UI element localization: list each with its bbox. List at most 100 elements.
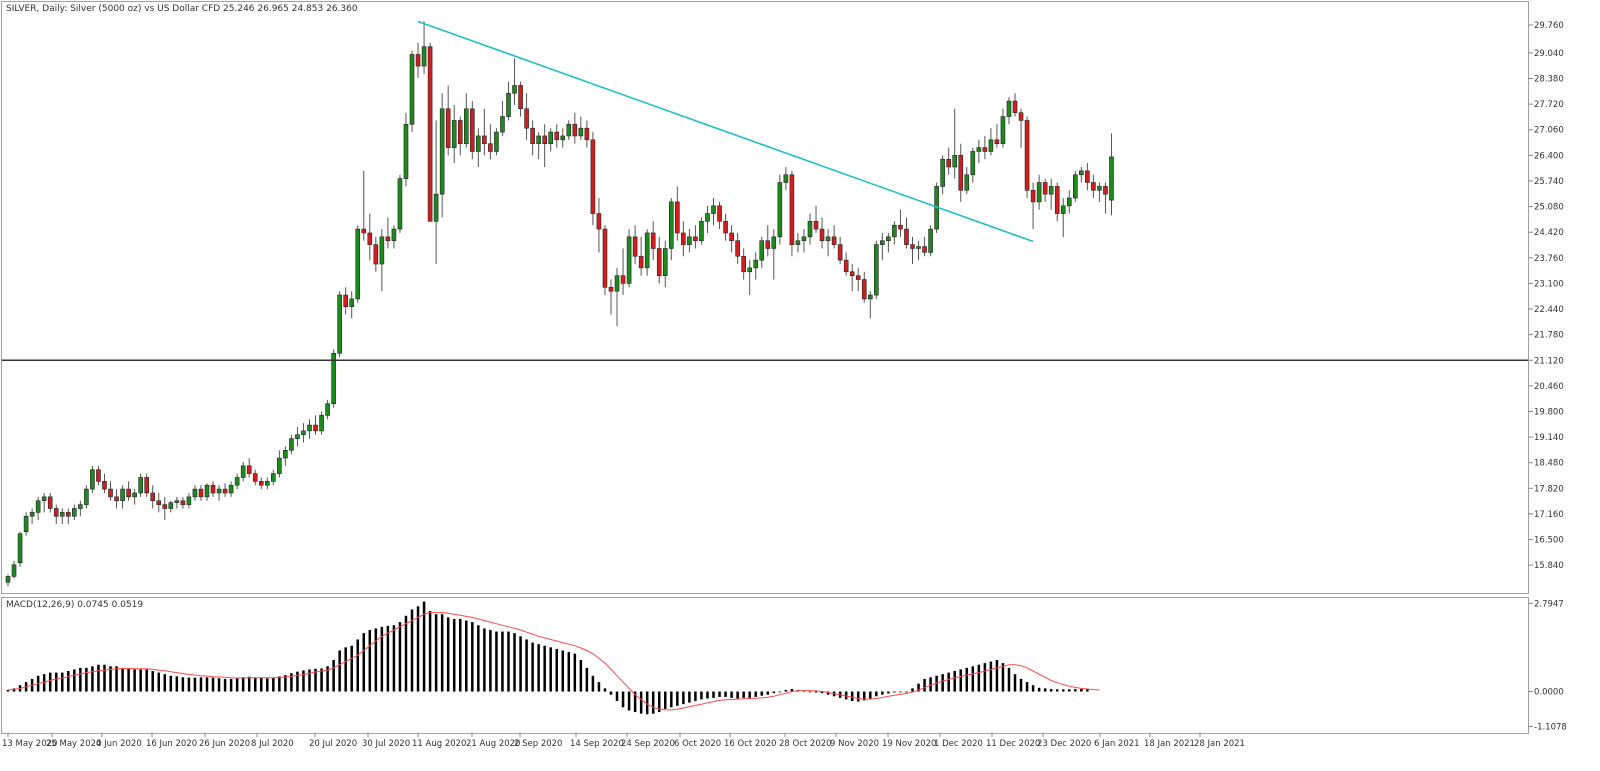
macd-bar xyxy=(61,672,64,692)
bear-candle xyxy=(457,120,463,145)
bear-candle xyxy=(693,236,698,242)
bull-candle xyxy=(439,108,445,195)
macd-bar xyxy=(422,601,426,692)
descending-trendline[interactable] xyxy=(417,20,1034,243)
bull-candle xyxy=(1048,186,1054,195)
bear-candle xyxy=(156,500,162,505)
bull-candle xyxy=(506,92,511,117)
bull-candle xyxy=(289,438,294,451)
bull-candle xyxy=(801,236,807,242)
bull-candle xyxy=(976,147,982,152)
price-tick-label: 25.080 xyxy=(1534,203,1564,213)
bull-candle xyxy=(355,228,361,300)
macd-bar xyxy=(495,631,498,692)
macd-bar xyxy=(1031,685,1035,692)
bull-candle xyxy=(1036,182,1042,203)
bear-candle xyxy=(415,54,421,67)
macd-tick-label: 0.0000 xyxy=(1534,688,1564,698)
bear-candle xyxy=(982,147,988,152)
macd-bar xyxy=(555,648,558,692)
bull-candle xyxy=(705,213,710,222)
bear-candle xyxy=(554,131,560,141)
price-tick-label: 25.740 xyxy=(1534,177,1564,187)
macd-bar xyxy=(115,666,118,692)
macd-bar xyxy=(1080,689,1083,692)
bear-candle xyxy=(47,496,53,509)
macd-bar xyxy=(314,668,317,692)
macd-bar xyxy=(724,691,727,697)
bull-candle xyxy=(132,492,137,498)
macd-bar xyxy=(247,676,251,692)
macd-bar xyxy=(392,625,396,692)
bull-candle xyxy=(463,108,469,145)
bull-candle xyxy=(1097,186,1102,191)
macd-bar xyxy=(368,629,372,692)
macd-bar xyxy=(941,674,944,692)
bear-candle xyxy=(96,469,101,482)
bull-candle xyxy=(825,236,831,242)
macd-bar xyxy=(109,666,112,692)
macd-bar xyxy=(362,633,366,692)
macd-bar xyxy=(766,691,770,695)
macd-bar xyxy=(615,691,619,702)
macd-bar xyxy=(905,691,908,693)
time-tick-label: 28 Oct 2020 xyxy=(779,739,832,749)
macd-bar xyxy=(440,614,444,692)
macd-axis: 2.7947 0.0000 -1.1078 xyxy=(1528,599,1567,733)
macd-bar xyxy=(308,669,311,692)
macd-bar xyxy=(320,668,323,692)
bear-candle xyxy=(855,275,861,280)
bear-candle xyxy=(482,135,487,145)
bull-candle xyxy=(880,240,885,245)
bear-candle xyxy=(650,232,656,249)
bull-candle xyxy=(928,228,933,253)
macd-bar xyxy=(79,667,82,692)
time-tick-label: 9 Nov 2020 xyxy=(830,739,879,749)
macd-bar xyxy=(157,672,160,692)
bull-candle xyxy=(1109,156,1114,201)
macd-bar xyxy=(820,691,824,694)
price-tick-label: 21.120 xyxy=(1534,356,1564,366)
macd-bar xyxy=(959,669,962,692)
macd-bar xyxy=(1019,678,1023,692)
macd-bar xyxy=(253,677,257,692)
macd-bar xyxy=(501,631,504,692)
time-tick-label: 14 Sep 2020 xyxy=(570,739,624,749)
bear-candle xyxy=(150,492,156,502)
macd-bar xyxy=(54,672,58,692)
price-tick-label: 16.500 xyxy=(1534,536,1564,546)
macd-bar xyxy=(826,691,830,695)
macd-bar xyxy=(573,653,577,692)
bull-candle xyxy=(29,512,35,517)
bull-candle xyxy=(138,477,143,494)
macd-bar xyxy=(778,691,782,693)
macd-bar xyxy=(784,689,788,692)
bull-candle xyxy=(952,155,958,168)
bull-candle xyxy=(1006,100,1012,117)
time-tick-label: 26 Jun 2020 xyxy=(199,739,250,749)
macd-bar xyxy=(169,675,173,692)
macd-bar xyxy=(875,691,878,697)
bull-candle xyxy=(687,236,692,245)
macd-bar xyxy=(863,691,866,701)
bear-candle xyxy=(222,488,228,494)
bull-candle xyxy=(433,193,439,222)
bull-candle xyxy=(626,236,632,284)
bear-candle xyxy=(608,286,614,292)
macd-bar xyxy=(229,678,233,692)
bear-candle xyxy=(126,488,131,498)
macd-bar xyxy=(193,677,197,692)
macd-bar xyxy=(911,688,914,692)
macd-bar xyxy=(477,625,480,692)
bear-candle xyxy=(958,155,964,191)
time-tick-label: 30 Jul 2020 xyxy=(362,739,410,749)
macd-bar xyxy=(881,691,884,695)
bear-candle xyxy=(180,500,186,505)
bull-candle xyxy=(964,174,970,191)
bull-candle xyxy=(319,415,324,432)
bull-candle xyxy=(753,259,759,269)
bull-candle xyxy=(277,457,282,474)
price-tick-label: 23.100 xyxy=(1534,279,1564,289)
macd-bar xyxy=(1062,689,1065,692)
